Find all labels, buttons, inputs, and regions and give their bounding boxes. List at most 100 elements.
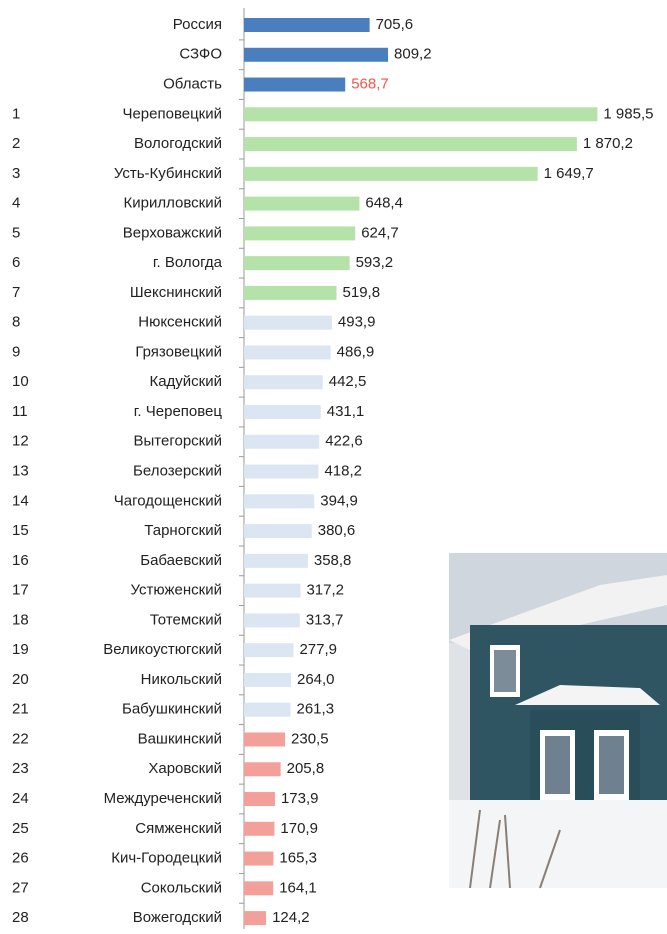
- rank-label: 8: [12, 314, 20, 331]
- rank-label: 4: [12, 195, 20, 212]
- rank-label: 2: [12, 135, 20, 152]
- rank-label: 21: [12, 701, 29, 718]
- rank-label: 9: [12, 343, 20, 360]
- value-label: 230,5: [291, 730, 329, 747]
- bar: [244, 524, 312, 538]
- category-label: Кадуйский: [149, 373, 222, 390]
- rank-label: 24: [12, 790, 29, 807]
- value-label: 165,3: [279, 850, 317, 867]
- category-label: Усть-Кубинский: [114, 165, 222, 182]
- bar: [244, 375, 323, 389]
- bar: [244, 167, 538, 181]
- category-label: г. Череповец: [134, 403, 223, 420]
- value-label: 264,0: [297, 671, 335, 688]
- category-label: Чагодощенский: [114, 492, 222, 509]
- bar: [244, 78, 345, 92]
- category-label: Великоустюгский: [103, 641, 222, 658]
- bar: [244, 316, 332, 330]
- category-label: СЗФО: [179, 46, 222, 63]
- value-label: 380,6: [318, 522, 356, 539]
- rank-label: 17: [12, 582, 29, 599]
- value-label: 277,9: [299, 641, 337, 658]
- rank-label: 25: [12, 820, 29, 837]
- rank-label: 18: [12, 611, 29, 628]
- category-label: Шекснинский: [130, 284, 222, 301]
- value-label: 164,1: [279, 879, 317, 896]
- bar: [244, 911, 266, 925]
- bar: [244, 613, 300, 627]
- category-label: Нюксенский: [138, 314, 222, 331]
- bar: [244, 494, 314, 508]
- rank-label: 12: [12, 433, 29, 450]
- value-label: 313,7: [306, 611, 344, 628]
- bar: [244, 48, 388, 62]
- bar: [244, 256, 350, 270]
- bar: [244, 107, 597, 121]
- bar: [244, 762, 281, 776]
- category-label: Вологодский: [134, 135, 222, 152]
- category-label: Кич-Городецкий: [111, 850, 222, 867]
- chart: Россия705,6СЗФО809,2Область568,71Черепов…: [0, 0, 667, 929]
- bar: [244, 822, 274, 836]
- value-label: 173,9: [281, 790, 319, 807]
- category-label: Грязовецкий: [135, 343, 222, 360]
- category-label: Череповецкий: [122, 105, 222, 122]
- rank-label: 15: [12, 522, 29, 539]
- value-label: 1 870,2: [583, 135, 633, 152]
- rank-label: 10: [12, 373, 29, 390]
- value-label: 124,2: [272, 909, 310, 926]
- value-label: 170,9: [280, 820, 318, 837]
- category-label: Тарногский: [144, 522, 222, 539]
- bar: [244, 792, 275, 806]
- value-label: 809,2: [394, 46, 432, 63]
- category-label: Тотемский: [150, 611, 222, 628]
- bar: [244, 226, 355, 240]
- rank-label: 7: [12, 284, 20, 301]
- bar: [244, 703, 291, 717]
- bar: [244, 852, 273, 866]
- value-label: 317,2: [306, 582, 344, 599]
- rank-label: 23: [12, 760, 29, 777]
- category-label: Россия: [173, 16, 222, 33]
- category-label: Вашкинский: [138, 730, 222, 747]
- bar: [244, 673, 291, 687]
- rank-label: 16: [12, 552, 29, 569]
- category-label: Область: [163, 76, 222, 93]
- category-label: Междуреченский: [104, 790, 222, 807]
- category-label: Кирилловский: [124, 195, 222, 212]
- bar: [244, 643, 293, 657]
- category-label: Никольский: [141, 671, 222, 688]
- category-label: Бабушкинский: [122, 701, 222, 718]
- value-label: 1 649,7: [544, 165, 594, 182]
- rank-label: 27: [12, 879, 29, 896]
- value-label: 493,9: [338, 314, 376, 331]
- category-label: Вожегодский: [133, 909, 222, 926]
- value-label: 519,8: [343, 284, 381, 301]
- bar: [244, 405, 321, 419]
- rank-label: 22: [12, 730, 29, 747]
- rank-label: 13: [12, 463, 29, 480]
- bar: [244, 732, 285, 746]
- bar: [244, 137, 577, 151]
- value-label: 568,7: [351, 76, 389, 93]
- bar: [244, 197, 359, 211]
- value-label: 422,6: [325, 433, 363, 450]
- bar: [244, 584, 300, 598]
- bar: [244, 435, 319, 449]
- value-label: 593,2: [356, 254, 394, 271]
- rank-label: 5: [12, 224, 20, 241]
- rank-label: 20: [12, 671, 29, 688]
- category-label: Устюженский: [131, 582, 222, 599]
- value-label: 705,6: [376, 16, 414, 33]
- value-label: 205,8: [287, 760, 325, 777]
- category-label: г. Вологда: [153, 254, 223, 271]
- value-label: 486,9: [337, 343, 375, 360]
- value-label: 431,1: [327, 403, 365, 420]
- category-label: Белозерский: [133, 463, 222, 480]
- rank-label: 11: [12, 403, 28, 420]
- category-label: Сокольский: [141, 879, 222, 896]
- value-label: 648,4: [365, 195, 403, 212]
- rank-label: 28: [12, 909, 29, 926]
- bar: [244, 881, 273, 895]
- value-label: 442,5: [329, 373, 367, 390]
